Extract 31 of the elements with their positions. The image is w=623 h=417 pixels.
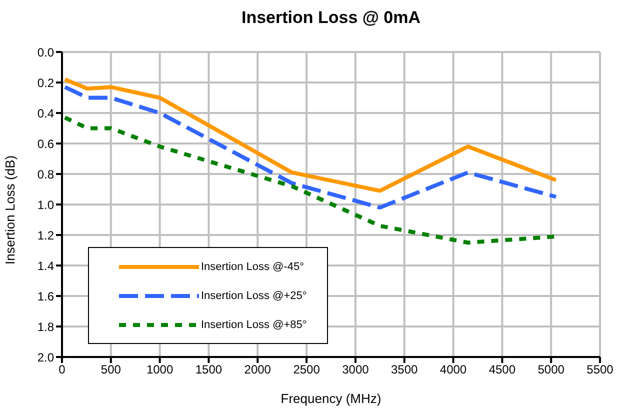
x-tick-label: 5500 <box>586 362 614 377</box>
legend-label: Insertion Loss @+25° <box>201 290 307 302</box>
y-tick-label: 1.0 <box>37 198 54 212</box>
y-tick-label: 0.4 <box>37 106 54 120</box>
y-tick-label: 2.0 <box>37 350 54 364</box>
line-series <box>62 77 558 193</box>
x-tick-label: 4000 <box>440 362 467 377</box>
y-tick-label: 0.8 <box>37 167 54 182</box>
x-tick-label: 1500 <box>195 362 222 377</box>
y-tick-label: 1.8 <box>37 320 54 334</box>
x-axis-title: Frequency (MHz) <box>280 391 382 406</box>
chart-title: Insertion Loss @ 0mA <box>240 8 422 28</box>
legend-label: Insertion Loss @+85° <box>201 318 307 330</box>
y-tick-label: 0.0 <box>37 45 54 60</box>
x-tick-label: 3500 <box>391 362 418 377</box>
y-tick-label: 0.2 <box>37 76 54 90</box>
x-tick-label: 1000 <box>146 362 174 377</box>
x-tick-label: 4500 <box>488 362 516 377</box>
x-tick-label: 500 <box>100 362 122 377</box>
x-tick-label: 2500 <box>293 362 320 377</box>
y-tick-label: 1.2 <box>37 228 54 242</box>
x-tick-label: 0 <box>58 362 66 377</box>
y-axis-title: Insertion Loss (dB) <box>2 155 18 264</box>
line-series <box>62 85 558 210</box>
x-tick-label: 5000 <box>538 362 565 377</box>
legend-label: Insertion Loss @-45° <box>201 260 304 272</box>
y-tick-label: 1.6 <box>37 289 54 304</box>
x-tick-label: 3000 <box>342 362 370 377</box>
y-tick-label: 1.4 <box>37 258 54 273</box>
y-tick-label: 0.6 <box>37 136 54 151</box>
x-tick-label: 2000 <box>244 362 272 377</box>
